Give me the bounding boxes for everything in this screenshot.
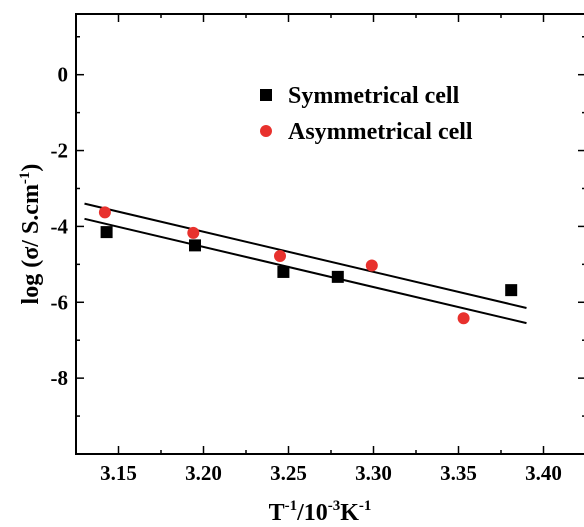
x-tick-label: 3.30 [355, 461, 392, 485]
legend-label-symmetrical: Symmetrical cell [288, 83, 460, 109]
x-axis-label-unit: K [340, 500, 359, 526]
x-axis-label-sup1: -1 [285, 498, 298, 514]
y-axis-label-end: ) [18, 164, 44, 172]
point-symmetrical [189, 239, 201, 252]
x-tick-label: 3.15 [100, 461, 137, 485]
y-tick-label: -6 [51, 290, 69, 314]
point-asymmetrical [274, 250, 286, 262]
y-tick-label: -4 [51, 214, 69, 238]
point-symmetrical [331, 270, 344, 283]
x-axis-label-base: T [269, 500, 285, 526]
legend-marker-asymmetrical [260, 125, 272, 137]
point-asymmetrical [457, 312, 470, 325]
y-tick-label: -2 [51, 139, 69, 163]
x-tick-label: 3.25 [270, 461, 307, 485]
point-asymmetrical [187, 226, 200, 239]
legend: Symmetrical cell Asymmetrical cell [260, 83, 473, 145]
fit-line-asymmetrical [84, 202, 527, 309]
x-axis-label-sup2: -3 [328, 498, 341, 514]
x-tick-label: 3.20 [185, 461, 222, 485]
fit-lines [84, 202, 527, 325]
x-tick-label: 3.35 [440, 461, 477, 485]
legend-marker-symmetrical [260, 89, 272, 101]
x-axis-label: T-1/10-3K-1 [269, 498, 372, 526]
y-tick-label: 0 [58, 63, 69, 87]
ticks: 3.15 3.20 3.25 3.30 3.35 3.40 0 -2 -4 -6 -8 [51, 14, 584, 485]
fit-line-symmetrical [84, 217, 527, 325]
point-asymmetrical [98, 206, 111, 219]
point-asymmetrical [365, 259, 378, 272]
point-symmetrical [505, 284, 518, 297]
point-symmetrical [277, 265, 290, 278]
legend-label-asymmetrical: Asymmetrical cell [288, 119, 473, 145]
y-axis-label-sup: -1 [17, 172, 33, 185]
y-axis-label: log (σ/ S.cm-1) [17, 164, 44, 305]
data-points [98, 206, 518, 325]
x-tick-label: 3.40 [525, 461, 562, 485]
x-axis-label-mid: /10 [296, 500, 328, 526]
point-symmetrical [100, 226, 113, 239]
y-tick-label: -8 [51, 366, 69, 390]
x-axis-label-sup3: -1 [359, 498, 372, 514]
y-axis-label-main: log (σ/ S.cm [18, 184, 44, 304]
